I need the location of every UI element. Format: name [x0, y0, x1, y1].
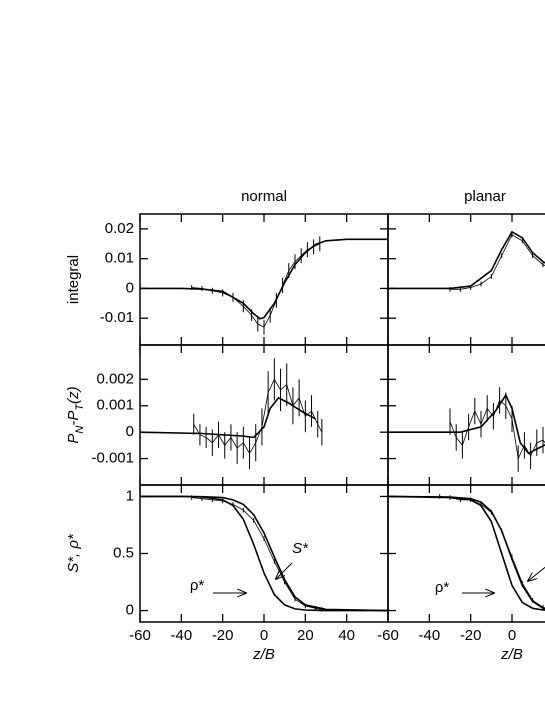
- data-line: [140, 396, 317, 439]
- y-axis-label: S*, ρ*: [65, 533, 82, 573]
- y-tick-label: 0.5: [113, 544, 134, 561]
- y-tick-label: 0.001: [96, 397, 134, 414]
- column-title: normal: [241, 188, 287, 205]
- arrow: [528, 566, 545, 581]
- x-tick-label: 20: [297, 627, 314, 644]
- y-tick-label: 0.002: [96, 370, 134, 387]
- y-tick-label: -0.01: [100, 309, 134, 326]
- arrow: [276, 562, 293, 579]
- plot-area: [388, 494, 545, 611]
- frame: [387, 213, 545, 346]
- y-axis-label: PN-PT(z): [65, 386, 86, 443]
- x-axis-label: z/B: [500, 646, 523, 663]
- y-tick-label: 0: [126, 602, 134, 619]
- x-tick-label: 0: [260, 627, 268, 644]
- annotation: ρ*: [190, 577, 205, 594]
- x-tick-label: -60: [129, 627, 151, 644]
- y-axis-label-part: (z): [65, 386, 82, 404]
- plot-area: [140, 358, 323, 470]
- y-tick-label: -0.001: [91, 450, 134, 467]
- data-line: [388, 393, 545, 455]
- plot-area: [388, 230, 545, 292]
- data-line: [450, 234, 545, 290]
- annotation: S*: [292, 540, 309, 557]
- data-line: [140, 495, 388, 612]
- plot-area: [140, 236, 388, 335]
- x-tick-label: -20: [212, 627, 234, 644]
- y-tick-label: 1: [126, 487, 134, 504]
- y-tick-label: 0: [126, 423, 134, 440]
- data-line: [140, 495, 388, 612]
- frame: [387, 344, 545, 486]
- y-tick-label: 0.01: [105, 250, 134, 267]
- data-line: [388, 495, 545, 611]
- y-axis-label-part: T: [74, 403, 86, 411]
- y-axis-label-part: -P: [65, 411, 82, 426]
- y-tick-label: 0.02: [105, 220, 134, 237]
- y-axis-label-part: P: [65, 434, 82, 444]
- x-tick-label: 40: [338, 627, 355, 644]
- frame: [139, 484, 389, 623]
- data-line: [191, 243, 320, 328]
- y-axis-label-part: S*, ρ*: [65, 533, 82, 573]
- data-line: [140, 238, 388, 320]
- data-line: [191, 497, 322, 610]
- data-line: [439, 496, 545, 609]
- y-axis-label-part: integral: [65, 255, 82, 304]
- x-axis-label: z/B: [252, 646, 275, 663]
- y-axis-label: integral: [65, 255, 82, 304]
- x-tick-label: -40: [418, 627, 440, 644]
- plot-area: [388, 387, 545, 472]
- column-title: planar: [464, 188, 506, 205]
- x-tick-label: -40: [170, 627, 192, 644]
- data-line: [193, 378, 323, 455]
- annotation: ρ*: [435, 579, 450, 596]
- x-tick-label: -20: [460, 627, 482, 644]
- x-tick-label: -60: [377, 627, 399, 644]
- y-axis-label-part: N: [74, 426, 86, 434]
- x-tick-label: 0: [508, 627, 516, 644]
- y-tick-label: 0: [126, 279, 134, 296]
- plot-area: [140, 495, 388, 612]
